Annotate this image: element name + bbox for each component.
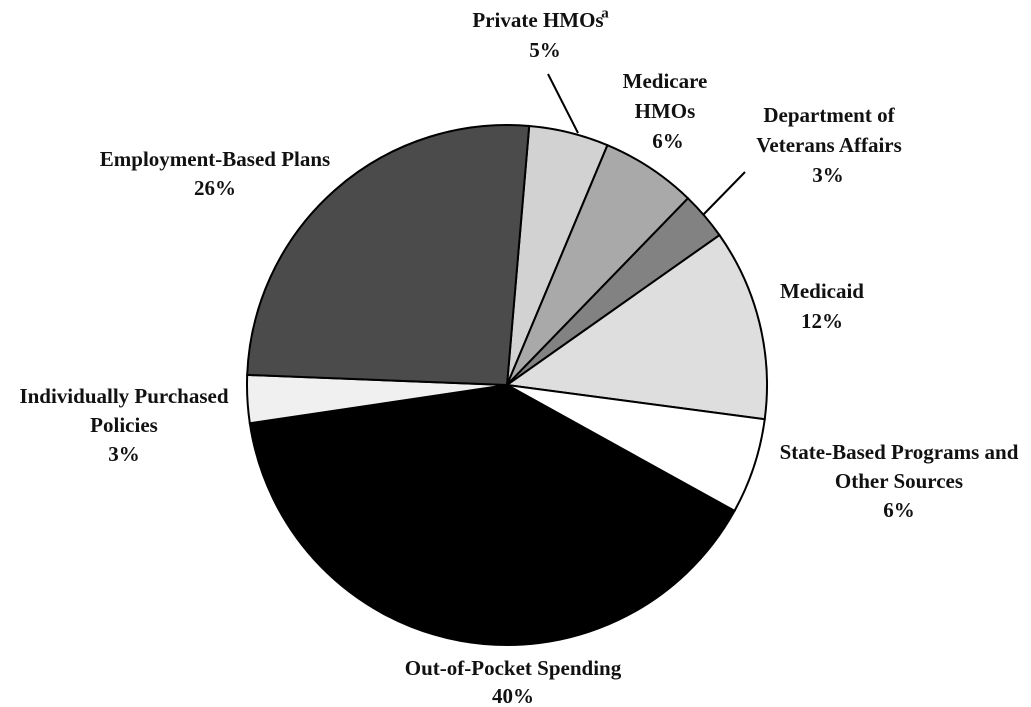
slice-value-label: 6% <box>883 498 915 522</box>
leader-line <box>547 73 579 134</box>
slice-value-label: 6% <box>652 129 684 153</box>
slice-value-label: 40% <box>492 684 534 707</box>
pie-slice <box>246 124 531 387</box>
leader-line <box>702 171 746 216</box>
slice-value-label: 3% <box>108 442 140 466</box>
slice-label: Out-of-Pocket Spending <box>405 656 622 680</box>
slice-label: Private HMOs <box>472 8 603 32</box>
slice-label: State-Based Programs and Other Sources <box>780 440 1019 493</box>
slice-label: Employment-Based Plans <box>100 147 330 171</box>
slice-label: Medicare HMOs <box>623 69 708 123</box>
slice-value-label: 12% <box>801 309 843 333</box>
slice-label: Individually Purchased Policies <box>19 384 228 437</box>
pie-slice <box>504 233 768 421</box>
slice-value-label: 3% <box>812 163 844 187</box>
slice-value-label: 26% <box>194 176 236 200</box>
slice-label: Department of Veterans Affairs <box>756 103 902 157</box>
footnote-marker: a <box>601 5 609 21</box>
slice-value-label: 5% <box>529 38 561 62</box>
pie-slice <box>248 383 736 646</box>
slice-label: Medicaid <box>780 279 864 303</box>
